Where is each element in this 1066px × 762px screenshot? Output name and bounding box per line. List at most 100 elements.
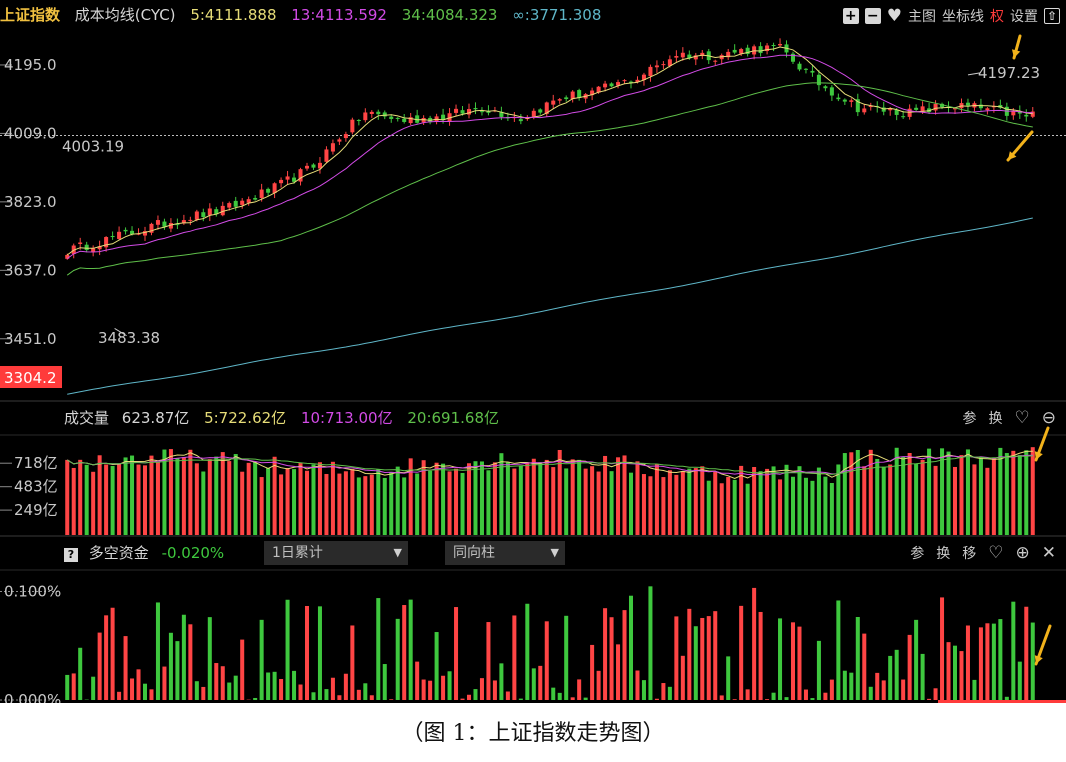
volume-ma20-line [66, 455, 1033, 475]
volume-bar [836, 464, 841, 535]
volume-bar [551, 467, 556, 535]
volume-bar [538, 462, 543, 535]
help-icon[interactable]: ? [64, 548, 78, 562]
heart-icon[interactable]: ♥ [886, 6, 902, 26]
fund-bar [739, 605, 744, 700]
heart-outline-icon[interactable]: ♡ [1014, 408, 1030, 428]
scroll-indicator [938, 700, 1066, 703]
volume-bar [330, 461, 335, 535]
export-icon[interactable]: ⇧ [1044, 8, 1060, 24]
fund-ref-button[interactable]: 参 [910, 546, 925, 562]
volume-bar [168, 449, 173, 535]
candle-body [628, 81, 634, 83]
fund-bar [499, 663, 504, 700]
volume-bar [842, 453, 847, 535]
close-icon[interactable]: ✕ [1041, 543, 1056, 563]
candle-body [363, 112, 368, 121]
orange-arrow-head [1034, 655, 1043, 664]
volume-bar [557, 449, 562, 535]
candle-body [78, 242, 83, 244]
fund-bar [311, 692, 316, 700]
candle-body [214, 209, 219, 215]
candle-body [220, 205, 225, 216]
fund-move-button[interactable]: 移 [962, 546, 977, 562]
fund-bar [1011, 601, 1016, 700]
zoom-in-icon[interactable]: ⊕ [1015, 543, 1030, 563]
fund-bar [266, 672, 271, 700]
fund-bar [71, 673, 76, 700]
fund-bar [207, 617, 212, 700]
volume-title[interactable]: 成交量 [64, 409, 110, 427]
candle-body [155, 220, 160, 225]
fund-bar [415, 661, 420, 700]
volume-bar [959, 455, 964, 535]
volume-bar [395, 466, 400, 535]
volume-bar [428, 470, 433, 535]
plus-icon[interactable]: + [842, 8, 859, 24]
accumulation-dropdown[interactable]: 1日累计 ▼ [264, 541, 408, 565]
volume-bar [648, 476, 653, 535]
candle-body [65, 254, 70, 259]
volume-bar [1017, 455, 1022, 535]
fund-bar [654, 698, 659, 700]
fund-bar [227, 682, 232, 700]
volume-bar [149, 455, 154, 535]
settings-button[interactable]: 设置 [1010, 9, 1038, 25]
candle-body [337, 139, 342, 142]
candle-body [577, 90, 582, 98]
volume-swap-button[interactable]: 换 [988, 411, 1003, 427]
candle-body [616, 82, 621, 86]
candle-body [142, 231, 148, 236]
candle-body [862, 108, 867, 113]
fund-bar [538, 665, 543, 700]
fund-bar [641, 680, 646, 700]
volume-bar [194, 463, 199, 535]
candle-body [1024, 114, 1029, 117]
volume-bar [875, 458, 880, 535]
minus-icon[interactable]: − [864, 8, 881, 24]
volume-ref-button[interactable]: 参 [962, 411, 977, 427]
candle-body [538, 109, 543, 113]
fund-bar [525, 603, 530, 700]
volume-bar [797, 466, 802, 535]
volume-bar [246, 462, 251, 535]
fund-bar [466, 694, 472, 700]
volume-bar [382, 477, 387, 535]
volume-bar [512, 468, 517, 535]
fund-bar [927, 698, 932, 700]
candle-body [518, 119, 523, 122]
indicator-name[interactable]: 成本均线(CYC) [74, 6, 176, 24]
heart-outline-icon[interactable]: ♡ [988, 543, 1004, 563]
candle-body [693, 55, 698, 60]
volume-bar [272, 456, 277, 535]
fund-bar [1024, 606, 1029, 700]
axis-line-button[interactable]: 坐标线 [942, 9, 984, 25]
candle-body [194, 211, 199, 220]
bar-style-dropdown[interactable]: 同向柱 ▼ [445, 541, 565, 565]
fund-bar [149, 689, 154, 700]
zoom-out-icon[interactable]: ⊖ [1041, 408, 1056, 428]
candle-body [868, 105, 873, 108]
volume-bar [233, 454, 238, 535]
volume-bar [304, 470, 310, 535]
fund-swap-button[interactable]: 换 [936, 546, 951, 562]
fund-bar [726, 656, 731, 700]
candle-body [168, 223, 173, 229]
volume-bar [1030, 447, 1035, 535]
candle-body [240, 200, 245, 205]
candle-body [596, 86, 601, 93]
fund-title[interactable]: 多空资金 [88, 544, 149, 562]
volume-bar [376, 469, 381, 535]
chart-canvas[interactable]: 4195.0 4009.0 3823.0 3637.0 3451.0 3304.2 4003… [0, 0, 1066, 703]
rights-button[interactable]: 权 [990, 9, 1004, 25]
candle-body [356, 120, 361, 122]
candle-body [259, 189, 264, 198]
volume-bar [110, 465, 115, 535]
volume-bar [933, 465, 938, 535]
volume-bar [732, 479, 737, 535]
ma-inf-line [67, 217, 1033, 395]
fund-bar [428, 680, 433, 700]
main-chart-header: 上证指数 成本均线(CYC) 5:4111.888 13:4113.592 34… [0, 4, 611, 28]
fund-bar [959, 651, 964, 700]
main-chart-button[interactable]: 主图 [908, 9, 936, 25]
